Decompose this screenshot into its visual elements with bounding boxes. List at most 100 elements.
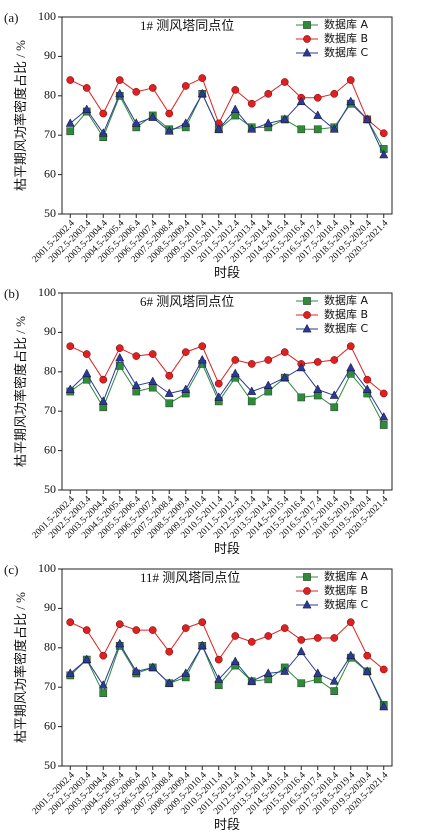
- y-tick-label: 50: [44, 758, 56, 772]
- point: [280, 114, 290, 123]
- point: [115, 76, 124, 84]
- point: [346, 650, 356, 660]
- point: [98, 396, 108, 405]
- point: [197, 88, 207, 98]
- point: [296, 96, 306, 106]
- point: [302, 47, 312, 57]
- point: [313, 110, 323, 119]
- point: [346, 76, 355, 84]
- point: [303, 311, 311, 319]
- point: [115, 352, 125, 362]
- point: [297, 679, 306, 688]
- point: [303, 35, 311, 43]
- legend-label: 数据库 B: [324, 583, 368, 597]
- point: [247, 360, 256, 368]
- point: [303, 573, 311, 581]
- point: [313, 93, 322, 102]
- point: [264, 675, 273, 684]
- legend-label: 数据库 B: [324, 31, 368, 45]
- plot-frame: [61, 16, 393, 215]
- point: [379, 701, 389, 711]
- point: [329, 124, 339, 133]
- point: [247, 676, 257, 685]
- point: [132, 626, 141, 634]
- point: [330, 687, 339, 695]
- point: [214, 124, 224, 133]
- point: [346, 618, 355, 627]
- point: [313, 358, 322, 366]
- point: [131, 666, 141, 675]
- point: [82, 626, 91, 634]
- point: [362, 384, 372, 393]
- point: [98, 128, 108, 137]
- point: [197, 354, 207, 364]
- point: [303, 587, 311, 595]
- point: [148, 350, 157, 358]
- point: [329, 676, 339, 685]
- legend-label: 数据库 A: [324, 17, 368, 31]
- point: [231, 356, 240, 364]
- x-axis-label: 时段: [214, 817, 240, 832]
- point: [330, 89, 339, 98]
- point: [280, 666, 290, 675]
- point: [148, 626, 157, 634]
- point: [379, 411, 389, 421]
- point: [115, 638, 125, 648]
- y-tick-label: 60: [44, 718, 56, 732]
- legend-label: 数据库 A: [324, 569, 368, 583]
- point: [231, 86, 240, 94]
- point: [247, 99, 256, 108]
- point: [165, 647, 174, 656]
- point: [181, 82, 190, 90]
- point: [164, 126, 174, 135]
- point: [363, 651, 372, 660]
- point: [82, 104, 92, 113]
- point: [197, 640, 207, 650]
- point: [115, 620, 124, 629]
- panel-label: (c): [4, 562, 18, 577]
- y-tick-label: 50: [44, 482, 56, 496]
- point: [99, 689, 108, 697]
- point: [214, 392, 224, 401]
- plot-frame: [61, 568, 393, 767]
- point: [98, 680, 108, 689]
- point: [330, 356, 339, 364]
- point: [65, 668, 75, 677]
- y-axis-label: 枯平期风功率密度占比 / %: [13, 316, 28, 467]
- y-tick-label: 100: [38, 9, 56, 23]
- point: [297, 125, 306, 134]
- point: [303, 21, 311, 29]
- point: [181, 624, 190, 632]
- point: [313, 391, 322, 400]
- point: [280, 348, 289, 356]
- point: [198, 618, 207, 627]
- y-tick-label: 70: [44, 403, 56, 417]
- point: [379, 149, 389, 159]
- point: [362, 666, 372, 675]
- point: [330, 403, 339, 412]
- point: [66, 76, 75, 84]
- point: [302, 599, 312, 609]
- point: [181, 118, 191, 127]
- point: [82, 368, 92, 378]
- point: [264, 632, 273, 640]
- point: [297, 636, 306, 644]
- point: [230, 656, 240, 665]
- point: [115, 88, 125, 98]
- point: [313, 384, 323, 393]
- point: [214, 655, 223, 664]
- point: [379, 665, 388, 674]
- point: [280, 624, 289, 632]
- point: [247, 386, 257, 395]
- point: [181, 384, 191, 393]
- point: [115, 344, 124, 353]
- chart-title: 1# 测风塔同点位: [140, 18, 234, 33]
- point: [99, 403, 108, 412]
- point: [214, 674, 224, 683]
- chart-title: 11# 测风塔同点位: [140, 570, 240, 585]
- point: [65, 384, 75, 393]
- chart-title: 6# 测风塔同点位: [140, 294, 234, 309]
- point: [148, 112, 158, 121]
- point: [296, 646, 306, 656]
